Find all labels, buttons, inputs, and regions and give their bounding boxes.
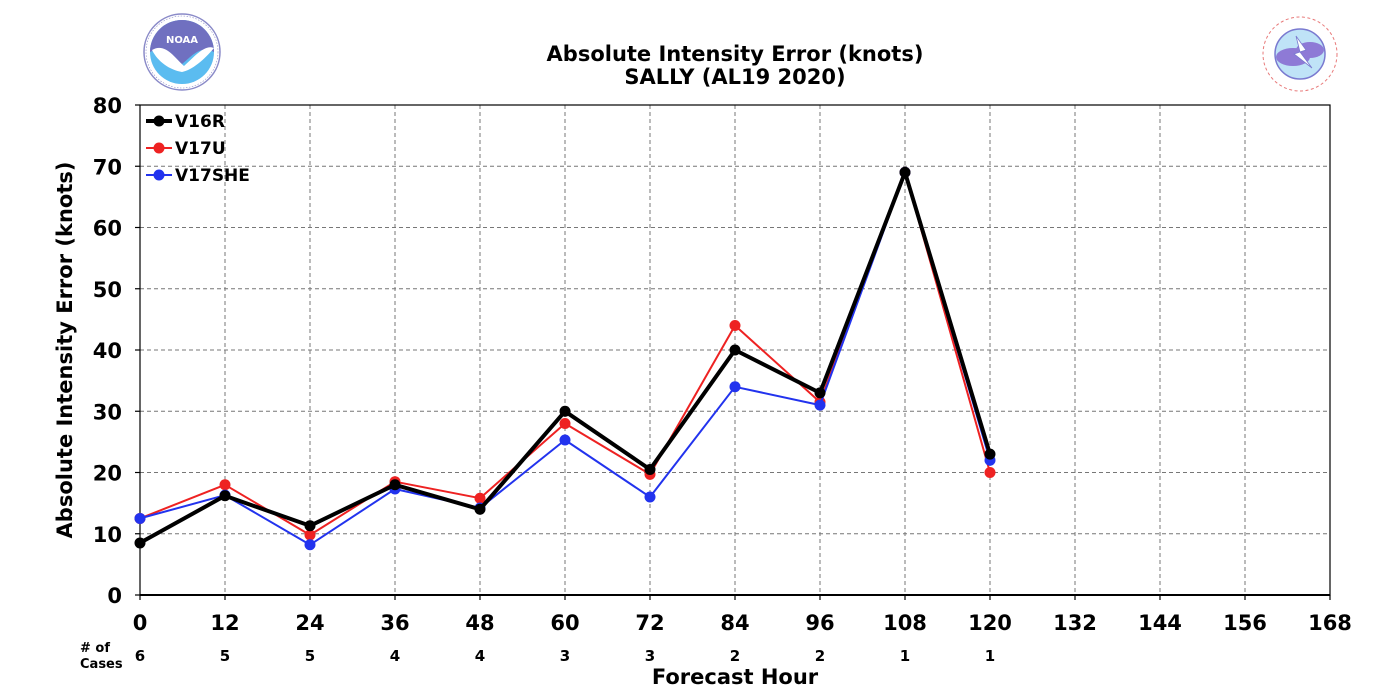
x-tick-label: 156 [1223, 611, 1267, 635]
data-point [559, 405, 571, 417]
noaa-logo: NOAA [143, 13, 221, 91]
case-count: 2 [815, 647, 825, 665]
case-count: 5 [305, 647, 315, 665]
data-point [389, 479, 401, 491]
data-point [304, 520, 316, 532]
x-tick-label: 0 [133, 611, 148, 635]
y-axis: 0 10 20 30 40 50 60 70 80 [93, 94, 140, 608]
cases-label-line1: # of [80, 641, 110, 656]
y-axis-label: Absolute Intensity Error (knots) [53, 162, 77, 539]
case-count: 1 [985, 647, 995, 665]
x-axis: 0 12 24 36 48 60 72 84 96 108 120 132 144 156 168 [133, 594, 1352, 635]
noaa-logo-text: NOAA [166, 35, 198, 46]
data-point [984, 448, 996, 460]
data-point [644, 491, 656, 503]
legend-label: V17U [175, 139, 226, 159]
data-point [219, 490, 231, 502]
x-tick-label: 120 [968, 611, 1012, 635]
data-point [984, 467, 996, 478]
data-point [729, 344, 741, 356]
x-axis-label: Forecast Hour [652, 665, 819, 689]
chart-title: Absolute Intensity Error (knots) [547, 42, 924, 66]
data-point [304, 539, 316, 551]
case-count: 6 [135, 647, 145, 665]
legend-entry: V17U [146, 139, 226, 159]
data-point [814, 399, 826, 411]
y-tick-label: 80 [93, 94, 122, 118]
y-tick-label: 30 [93, 400, 122, 424]
x-tick-label: 36 [380, 611, 409, 635]
data-point [134, 537, 146, 549]
legend-entry: V16R [146, 112, 225, 132]
data-point [559, 418, 571, 429]
x-tick-label: 108 [883, 611, 927, 635]
x-tick-label: 144 [1138, 611, 1182, 635]
legend-label: V17SHE [175, 166, 250, 186]
case-count: 3 [560, 647, 570, 665]
cases-label-line2: Cases [80, 657, 123, 672]
data-point [559, 434, 571, 446]
data-point [304, 529, 316, 541]
case-count: 5 [220, 647, 230, 665]
series-layer [134, 166, 996, 551]
data-point [729, 381, 741, 393]
data-point [729, 320, 741, 331]
y-tick-label: 40 [93, 339, 122, 363]
data-point [474, 492, 486, 504]
data-point [219, 479, 231, 491]
x-tick-label: 132 [1053, 611, 1097, 635]
chart-subtitle: SALLY (AL19 2020) [624, 65, 845, 89]
legend: V16R V17U V17SHE [146, 112, 250, 186]
nws-logo [1262, 16, 1338, 92]
x-tick-label: 60 [550, 611, 579, 635]
case-count: 4 [475, 647, 485, 665]
legend-marker [153, 169, 165, 181]
x-tick-label: 24 [295, 611, 324, 635]
data-point [134, 512, 146, 524]
cases-row: 6 5 5 4 4 3 3 2 2 1 1 [135, 647, 995, 665]
case-count: 1 [900, 647, 910, 665]
data-point [644, 463, 656, 475]
x-tick-label: 168 [1308, 611, 1352, 635]
y-tick-label: 20 [93, 462, 122, 486]
legend-marker [153, 115, 165, 127]
x-tick-label: 84 [720, 611, 749, 635]
y-tick-label: 10 [93, 523, 122, 547]
case-count: 4 [390, 647, 400, 665]
legend-marker [153, 142, 165, 154]
y-tick-label: 0 [107, 584, 122, 608]
y-tick-label: 50 [93, 278, 122, 302]
y-tick-label: 70 [93, 155, 122, 179]
data-point [814, 387, 826, 399]
case-count: 2 [730, 647, 740, 665]
data-point [474, 503, 486, 515]
x-tick-label: 12 [210, 611, 239, 635]
legend-label: V16R [175, 112, 225, 132]
legend-entry: V17SHE [146, 166, 250, 186]
series-v16r [134, 166, 996, 549]
case-count: 3 [645, 647, 655, 665]
x-tick-label: 96 [805, 611, 834, 635]
y-tick-label: 60 [93, 217, 122, 241]
x-tick-label: 48 [465, 611, 494, 635]
x-tick-label: 72 [635, 611, 664, 635]
data-point [899, 166, 911, 178]
